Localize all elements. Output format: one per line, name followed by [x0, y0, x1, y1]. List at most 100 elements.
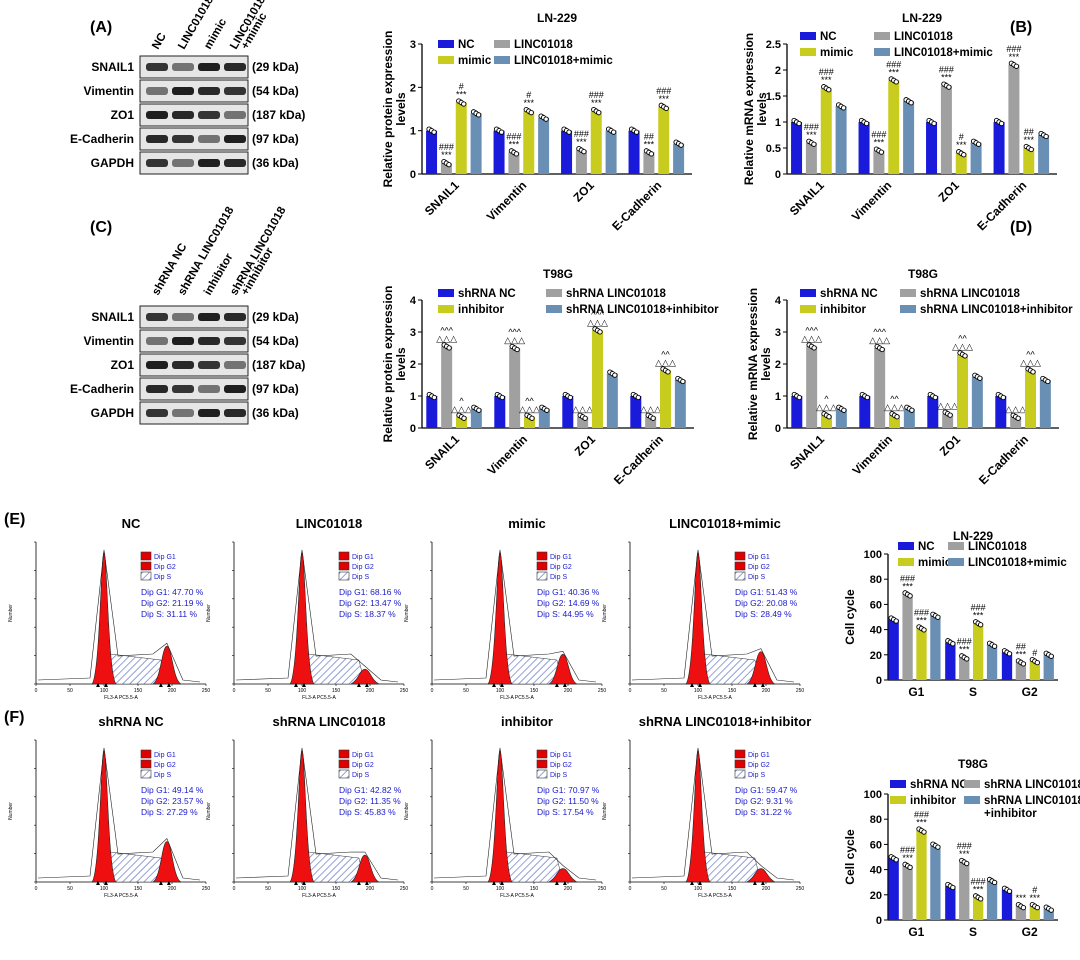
flow-x-tick-label: 0	[233, 886, 236, 892]
x-tick-label: ZO1	[937, 432, 964, 459]
bar	[903, 101, 915, 174]
flow-legend-g2-label: Dip G2	[748, 564, 770, 571]
data-point	[907, 864, 913, 870]
flow-x-tick-label: 100	[298, 688, 307, 694]
significance-label: ***	[523, 98, 534, 108]
panel-label-a: (A)	[90, 19, 112, 36]
legend-label: inhibitor	[458, 304, 505, 316]
significance-label: ###	[506, 131, 521, 141]
bar	[888, 858, 899, 920]
x-tick-label: SNAIL1	[787, 432, 827, 472]
data-point	[894, 414, 900, 420]
significance-label: ^^	[890, 394, 899, 404]
legend-swatch	[964, 796, 980, 804]
blot-band	[224, 337, 246, 345]
significance-label: #	[1032, 648, 1037, 658]
bar	[605, 130, 617, 174]
significance-label: ###	[1006, 44, 1021, 54]
legend-swatch	[438, 40, 454, 48]
blot-band	[198, 313, 220, 321]
flow-stat-s: Dip S: 45.83 %	[339, 807, 396, 817]
flow-legend-g1-label: Dip G1	[550, 554, 572, 561]
significance-label: △△△	[952, 341, 973, 351]
blot-band	[172, 409, 194, 417]
significance-label: ^^^	[805, 325, 818, 335]
flow-x-tick-label: 100	[496, 886, 505, 892]
flow-g2-peak	[746, 651, 776, 685]
data-point	[946, 84, 952, 90]
flow-stat-g1: Dip G1: 49.14 %	[141, 785, 204, 795]
data-point	[947, 412, 953, 418]
flow-legend-s-label: Dip S	[550, 574, 567, 581]
flow-x-tick-label: 0	[629, 886, 632, 892]
data-point	[1030, 369, 1036, 375]
significance-label: ###	[656, 86, 671, 96]
bar	[645, 416, 657, 428]
data-point	[1048, 653, 1054, 659]
flow-trace	[37, 747, 201, 881]
data-point	[544, 407, 550, 413]
y-tick-label: 40	[870, 865, 882, 877]
significance-label: ###	[900, 845, 915, 855]
flow-x-tick-label: 150	[530, 886, 539, 892]
legend-label: LINC01018	[894, 31, 953, 43]
significance-label: ^^	[1026, 349, 1035, 359]
x-tick-label: S	[969, 925, 977, 939]
data-point	[648, 151, 655, 157]
flow-legend-g2-swatch	[734, 561, 746, 571]
flow-y-label: Number	[602, 802, 608, 820]
bar	[660, 370, 671, 428]
bar	[945, 885, 956, 920]
flow-marker	[364, 881, 369, 885]
y-tick-label: 1	[775, 117, 781, 129]
flow-legend-g2-label: Dip G2	[748, 762, 770, 769]
significance-label: ###	[819, 67, 834, 77]
flow-x-tick-label: 250	[598, 688, 607, 694]
significance-label: ###	[804, 122, 819, 132]
y-tick-label: 100	[864, 549, 882, 561]
y-tick-label: 2.5	[766, 39, 781, 51]
significance-label: ***	[959, 849, 970, 859]
data-point	[528, 110, 534, 116]
bar	[930, 845, 941, 920]
data-point	[841, 407, 847, 413]
flow-x-tick-label: 250	[202, 886, 211, 892]
data-point	[1048, 907, 1054, 913]
flow-x-tick-label: 0	[35, 886, 38, 892]
flow-x-tick-label: 250	[400, 688, 409, 694]
data-point	[962, 353, 968, 359]
x-tick-label: Vimentin	[849, 178, 895, 224]
flow-legend-g2-label: Dip G2	[154, 564, 176, 571]
legend-swatch	[800, 32, 816, 40]
flow-legend-g2-label: Dip G2	[352, 564, 374, 571]
bar	[902, 594, 913, 680]
x-tick-label: Vimentin	[485, 432, 531, 478]
bar	[1015, 662, 1027, 680]
y-tick-label: 3	[410, 39, 416, 51]
panel-label-f: (F)	[4, 709, 24, 726]
data-point	[921, 627, 927, 633]
bar	[628, 130, 640, 174]
significance-label: ^	[459, 396, 464, 406]
flow-marker	[760, 881, 765, 885]
panel-label-d: (D)	[1010, 219, 1032, 236]
bar	[658, 106, 670, 174]
bar	[440, 163, 452, 174]
flow-histogram: shRNA NC Number 0 50 100 150 200 250 FL3-A PC5.5…	[8, 714, 210, 899]
bar-chart-a: LN-229 0 1 2 3 Relative protein expression lev…	[381, 11, 692, 233]
flow-cytometry-row-f: shRNA NC Number 0 50 100 150 200 250 FL3-A PC5.5…	[8, 714, 811, 899]
panel-label-e: (E)	[4, 511, 25, 528]
chart-title: T98G	[543, 267, 573, 281]
flow-marker	[492, 683, 496, 687]
legend-label: mimic	[918, 557, 952, 569]
significance-label: ***	[941, 73, 952, 83]
flow-g2-peak	[152, 645, 182, 685]
flow-legend-g1-swatch	[338, 749, 350, 759]
data-point	[1015, 415, 1021, 421]
flow-legend-s-swatch	[140, 571, 152, 581]
flow-legend-s-label: Dip S	[352, 574, 369, 581]
flow-stat-s: Dip S: 31.11 %	[141, 609, 198, 619]
bar	[1043, 654, 1054, 680]
significance-label: △△△	[801, 333, 822, 343]
bar	[888, 80, 900, 174]
